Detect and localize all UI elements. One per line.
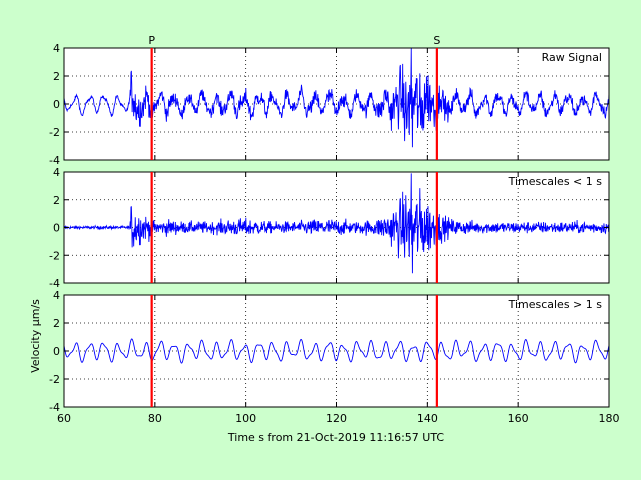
series-trace	[63, 47, 610, 148]
y-tick-label: 0	[53, 345, 60, 358]
x-tick-label: 120	[326, 412, 347, 425]
x-tick-label: 80	[148, 412, 162, 425]
y-tick-label: 4	[53, 42, 60, 55]
panel-1: 4 2 0 -2 -4 Raw Signal	[49, 42, 610, 167]
y-tick-label: 4	[53, 289, 60, 302]
panel-3: 4 2 0 -2 -4 Timescales > 1 s	[49, 289, 610, 414]
x-tick-label: 100	[235, 412, 256, 425]
x-axis-label: Time s from 21-Oct-2019 11:16:57 UTC	[227, 431, 445, 444]
y-tick-label: 0	[53, 222, 60, 235]
y-tick-label: -2	[49, 373, 60, 386]
x-tick-label: 160	[508, 412, 529, 425]
y-tick-label: 2	[53, 194, 60, 207]
series-trace	[63, 338, 610, 364]
panels-layer: 4 2 0 -2 -4 Raw Signal 4 2 0 -2 -4 Timescales < 1 s…	[49, 42, 619, 425]
phase-marker-label: S	[433, 34, 440, 47]
panel-2: 4 2 0 -2 -4 Timescales < 1 s	[49, 166, 610, 290]
y-tick-label: 2	[53, 70, 60, 83]
y-tick-label: 4	[53, 166, 60, 179]
panel-annotation: Raw Signal	[542, 51, 602, 64]
phase-marker-label: P	[148, 34, 155, 47]
x-tick-label: 180	[599, 412, 620, 425]
y-tick-label: 0	[53, 98, 60, 111]
y-tick-label: -2	[49, 249, 60, 262]
panel-annotation: Timescales < 1 s	[508, 175, 603, 188]
panel-annotation: Timescales > 1 s	[508, 298, 603, 311]
x-tick-label: 140	[417, 412, 438, 425]
y-tick-label: -4	[49, 154, 60, 167]
y-tick-label: -2	[49, 126, 60, 139]
y-tick-label: 2	[53, 317, 60, 330]
series-trace	[63, 173, 610, 274]
x-tick-label: 60	[57, 412, 71, 425]
y-tick-label: -4	[49, 401, 60, 414]
y-tick-label: -4	[49, 277, 60, 290]
y-axis-label: Velocity µm/s	[29, 299, 42, 373]
